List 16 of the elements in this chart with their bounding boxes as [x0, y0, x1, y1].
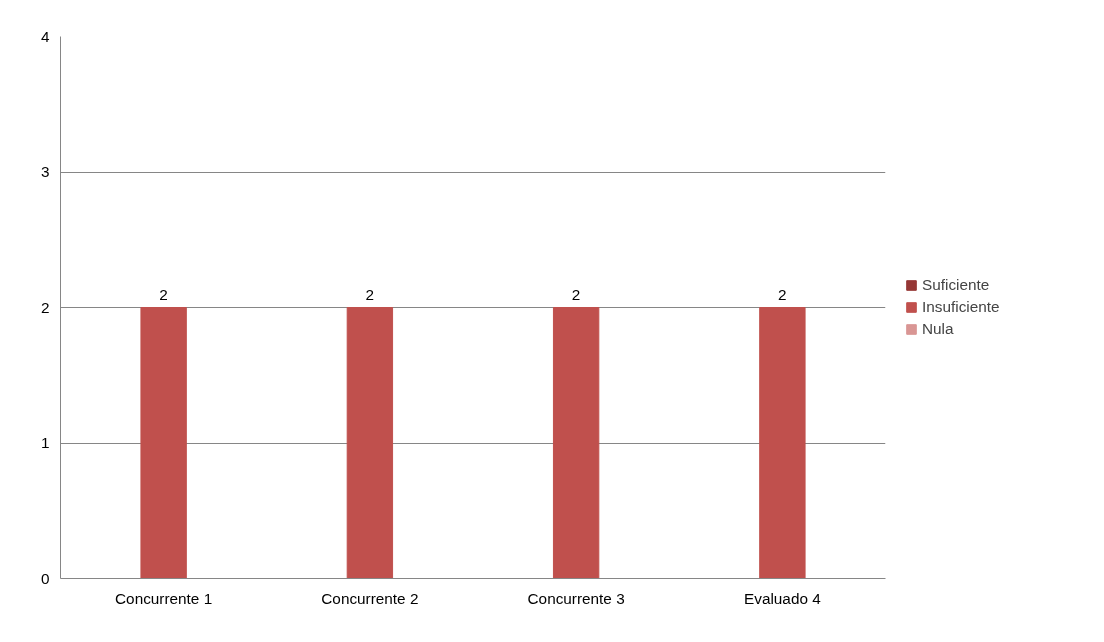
y-tick-label: 4	[40, 27, 50, 45]
x-tick-label: Concurrente 1	[115, 589, 213, 607]
legend-label: Insuficiente	[922, 298, 1000, 316]
legend-label: Nula	[922, 320, 954, 338]
y-tick-label: 3	[40, 163, 50, 180]
x-tick-label: Concurrente 2	[321, 589, 419, 607]
y-tick-label: 1	[40, 434, 50, 451]
y-tick-label: 2	[40, 298, 50, 316]
data-label: 2	[778, 285, 787, 303]
x-tick-label: Evaluado 4	[744, 589, 822, 607]
data-label: 2	[159, 285, 168, 303]
data-label: 2	[365, 285, 375, 303]
x-tick-label: Concurrente 3	[527, 589, 625, 607]
legend-label: Suficiente	[922, 276, 990, 294]
data-label: 2	[571, 285, 581, 303]
y-tick-label: 0	[40, 569, 50, 587]
